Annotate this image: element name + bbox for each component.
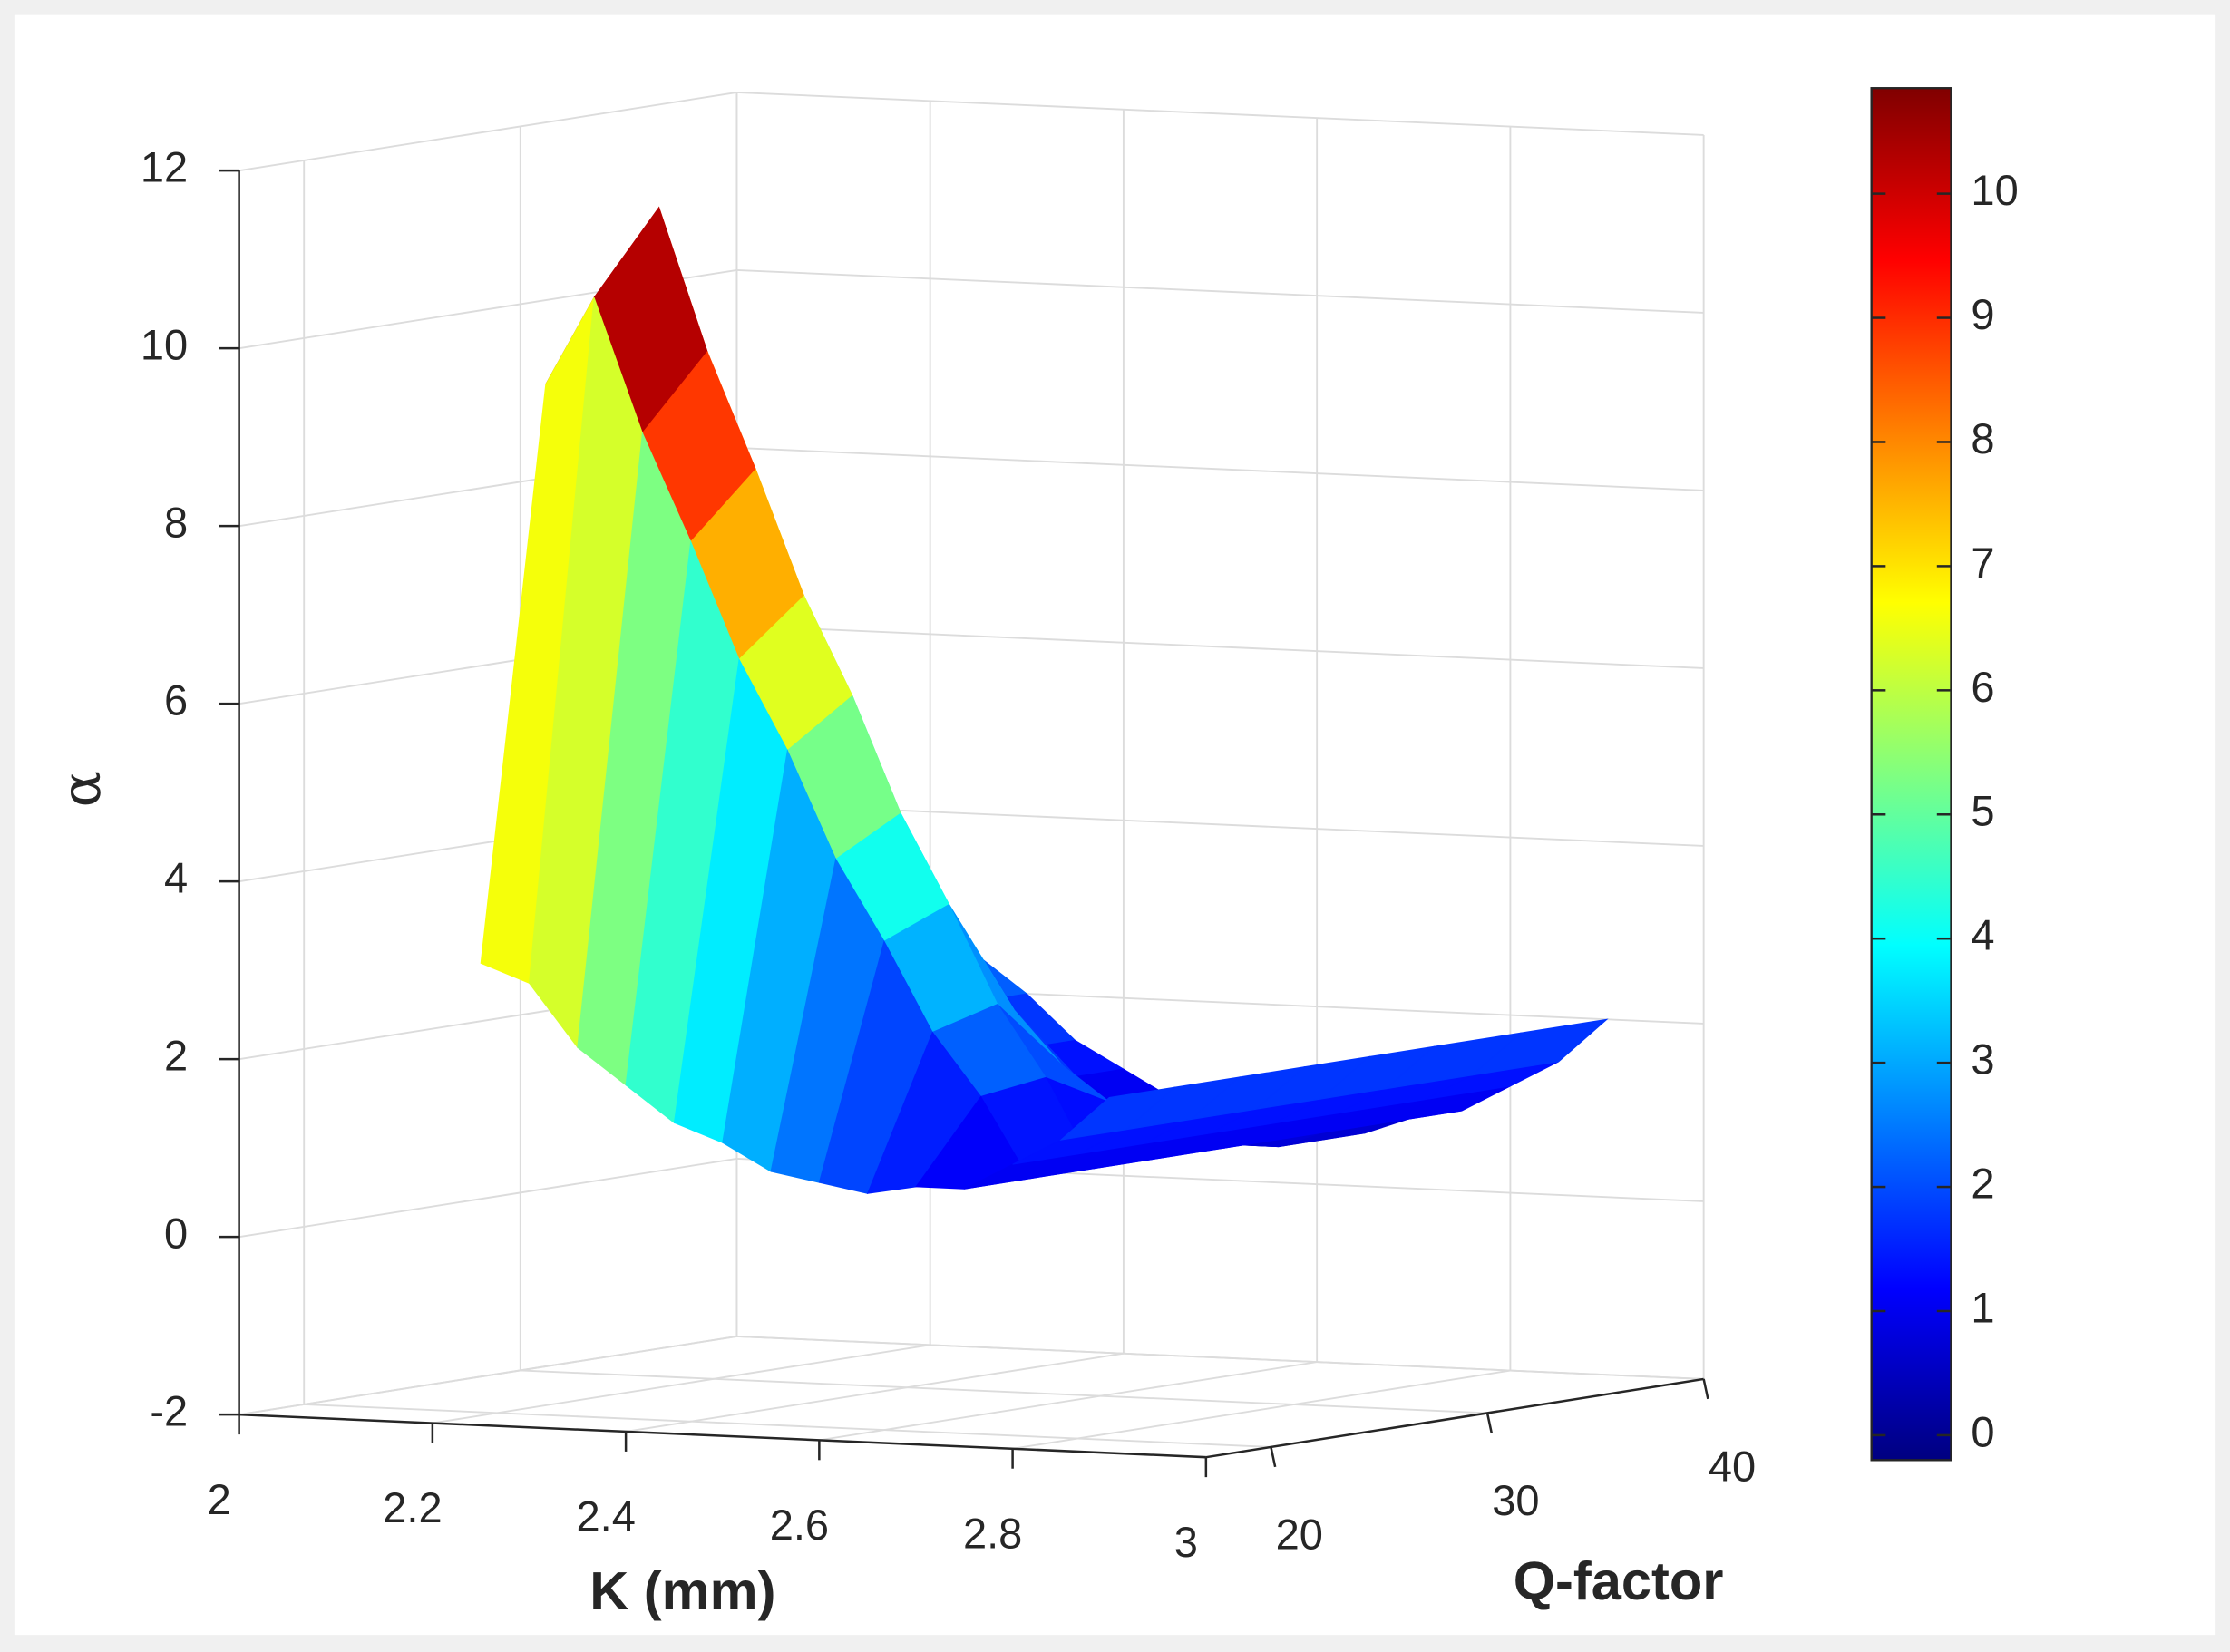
grid-line [736,268,1704,314]
y-axis-line [1205,1377,1704,1459]
x-tick-label: 2.4 [576,1492,635,1540]
z-tick-label: -2 [150,1387,188,1435]
grid-line [304,1403,1271,1448]
axes-layer: 2 2.2 2.4 2.6 2.8 3 20 30 40 -2 0 2 4 6 8 10 12 [141,143,1756,1566]
surface [480,206,1609,1194]
colorbar-tick-label: 2 [1971,1159,1994,1207]
x-tick-label: 3 [1174,1518,1198,1566]
grid-line [736,1335,1704,1380]
colorbar-tick-label: 4 [1971,911,1994,959]
colorbar [1870,87,1952,1462]
z-tick-label: 6 [164,676,188,724]
grid-line [520,1369,1488,1414]
surface-patch [1059,1086,1176,1141]
y-tick-label: 20 [1276,1511,1323,1559]
colorbar-ticks: 0 1 2 3 4 5 6 7 8 9 10 [1871,166,2019,1455]
grid-line [432,1344,930,1424]
x-tick-label: 2.8 [963,1509,1022,1557]
y-tick-label: 40 [1709,1443,1756,1491]
colorbar-tick-label: 0 [1971,1407,1994,1455]
z-axis-label: α [51,771,113,807]
colorbar-tick-label: 5 [1971,787,1994,835]
grid-line [819,1361,1318,1442]
colorbar-tick-label: 10 [1971,166,2018,214]
z-tick-label: 4 [164,854,188,902]
colorbar-tick-label: 8 [1971,414,1994,462]
grid-line [239,1157,737,1239]
z-tick-label: 0 [164,1210,188,1258]
colorbar-tick-label: 7 [1971,539,1994,587]
grid-line [239,1335,737,1416]
x-axis-line [239,1413,1206,1459]
colorbar-tick-label: 3 [1971,1035,1994,1084]
z-tick-label: 2 [164,1032,188,1080]
grid-line [736,446,1704,491]
y-axis-label: Q-factor [1514,1550,1724,1611]
grid-line [1012,1369,1511,1450]
x-tick-label: 2 [208,1475,231,1523]
x-tick-label: 2.6 [770,1501,829,1549]
y-tick [1702,1378,1709,1400]
y-tick [1485,1413,1493,1433]
z-tick-label: 10 [141,321,188,369]
z-tick-label: 8 [164,499,188,547]
y-tick-label: 30 [1492,1476,1539,1524]
grid-line [239,91,737,172]
grid-line [625,1352,1125,1433]
grid-line [736,91,1704,136]
colorbar-tick-label: 6 [1971,663,1994,711]
colorbar-tick-label: 9 [1971,290,1994,338]
figure-background [14,14,2216,1636]
colorbar-tick-label: 1 [1971,1283,1994,1331]
z-tick-label: 12 [141,143,188,191]
y-tick [1270,1446,1277,1468]
x-axis-label: K (mm) [589,1560,775,1621]
x-tick-label: 2.2 [383,1483,442,1531]
grid-line [736,624,1704,669]
